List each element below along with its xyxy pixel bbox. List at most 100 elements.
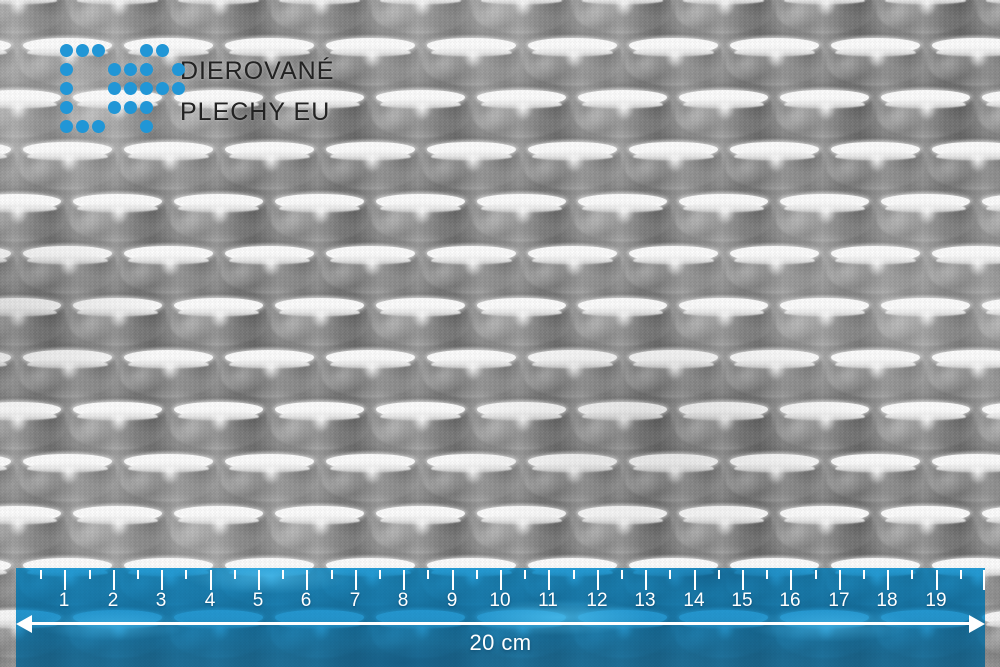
perforation-aperture	[225, 350, 314, 366]
ruler-minor-tick	[815, 570, 817, 579]
ruler-minor-tick	[524, 570, 526, 579]
perforation-aperture	[578, 90, 667, 106]
perforation-aperture	[326, 350, 415, 366]
perforation-aperture	[831, 454, 920, 470]
perforation-cell	[819, 344, 926, 398]
perforation-aperture	[578, 506, 667, 522]
ruler-major-tick	[64, 570, 66, 590]
perforation-cell	[415, 344, 522, 398]
perforation-cell	[516, 240, 623, 294]
perforation-cell	[263, 500, 370, 554]
perforation-aperture	[326, 454, 415, 470]
perforation-highlight	[309, 206, 333, 236]
ruler-minor-tick	[476, 570, 478, 579]
perforation-cell	[617, 136, 724, 190]
ruler-tick-label: 6	[300, 590, 312, 611]
perforation-highlight	[107, 414, 131, 444]
arrow-right-icon	[969, 615, 985, 633]
ruler-minor-tick	[89, 570, 91, 579]
perforation-cell	[465, 292, 572, 346]
perforation-cell	[970, 292, 1000, 346]
perforation-aperture	[0, 558, 11, 574]
perforation-aperture	[477, 298, 566, 314]
perforation-highlight	[612, 102, 636, 132]
ruler-major-tick	[452, 570, 454, 590]
perforation-aperture	[831, 142, 920, 158]
perforation-highlight	[57, 258, 81, 288]
perforation-aperture	[124, 454, 213, 470]
perforation-cell	[667, 188, 774, 242]
logo-dot	[124, 63, 137, 76]
perforation-cell	[0, 396, 67, 450]
perforation-highlight	[259, 154, 283, 184]
ruler-minor-tick	[379, 570, 381, 579]
perforation-highlight	[309, 310, 333, 340]
perforation-highlight	[814, 414, 838, 444]
logo-dot	[60, 101, 73, 114]
perforation-cell	[465, 0, 572, 34]
perforation-aperture	[679, 298, 768, 314]
perforation-aperture	[174, 402, 263, 418]
logo-dot	[108, 63, 121, 76]
ruler-minor-tick	[234, 570, 236, 579]
logo-dot	[156, 44, 169, 57]
perforation-aperture	[528, 38, 617, 54]
perforation-highlight	[461, 466, 485, 496]
ruler-minor-tick	[863, 570, 865, 579]
perforation-aperture	[0, 350, 11, 366]
perforation-highlight	[6, 414, 30, 444]
perforation-aperture	[629, 38, 718, 54]
perforation-aperture	[528, 350, 617, 366]
perforation-cell	[314, 240, 421, 294]
perforation-aperture	[427, 350, 516, 366]
perforation-cell	[314, 344, 421, 398]
perforation-aperture	[629, 142, 718, 158]
perforation-highlight	[612, 206, 636, 236]
perforation-highlight	[57, 466, 81, 496]
perforation-cell	[617, 32, 724, 86]
perforation-cell	[415, 448, 522, 502]
perforation-cell	[415, 240, 522, 294]
perforation-aperture	[881, 194, 970, 210]
ruler-major-tick	[887, 570, 889, 590]
perforation-aperture	[780, 90, 869, 106]
logo-dot	[140, 63, 153, 76]
perforation-aperture	[23, 142, 112, 158]
brand-logo[interactable]: DIEROVANÉ PLECHY EU	[60, 44, 334, 140]
perforation-shadow	[465, 0, 495, 30]
perforation-highlight	[208, 206, 232, 236]
perforation-aperture	[225, 142, 314, 158]
perforation-highlight	[208, 102, 232, 132]
perforation-aperture	[730, 350, 819, 366]
perforation-highlight	[612, 414, 636, 444]
perforation-aperture	[528, 246, 617, 262]
perforation-highlight	[915, 0, 939, 28]
perforation-aperture	[73, 402, 162, 418]
perforation-highlight	[410, 414, 434, 444]
logo-dot	[140, 101, 153, 114]
ruler-major-tick	[403, 570, 405, 590]
perforation-highlight	[663, 258, 687, 288]
ruler-tick-label: 16	[779, 590, 801, 611]
perforation-highlight	[814, 102, 838, 132]
perforation-cell	[566, 188, 673, 242]
ruler-major-tick	[790, 570, 792, 590]
perforation-cell	[364, 500, 471, 554]
perforation-aperture	[730, 454, 819, 470]
perforation-cell	[415, 136, 522, 190]
ruler-tick-label: 3	[155, 590, 167, 611]
perforation-cell	[162, 84, 269, 138]
perforation-cell	[162, 292, 269, 346]
perforation-aperture	[831, 246, 920, 262]
ruler-tick-label: 12	[586, 590, 608, 611]
ruler-tick-label: 9	[446, 590, 458, 611]
perforation-highlight	[360, 50, 384, 80]
perforation-cell	[465, 396, 572, 450]
brand-logo-text: DIEROVANÉ PLECHY EU	[180, 59, 334, 125]
perforation-highlight	[158, 258, 182, 288]
perforation-cell	[768, 0, 875, 34]
perforation-aperture	[780, 402, 869, 418]
perforation-highlight	[6, 0, 30, 28]
